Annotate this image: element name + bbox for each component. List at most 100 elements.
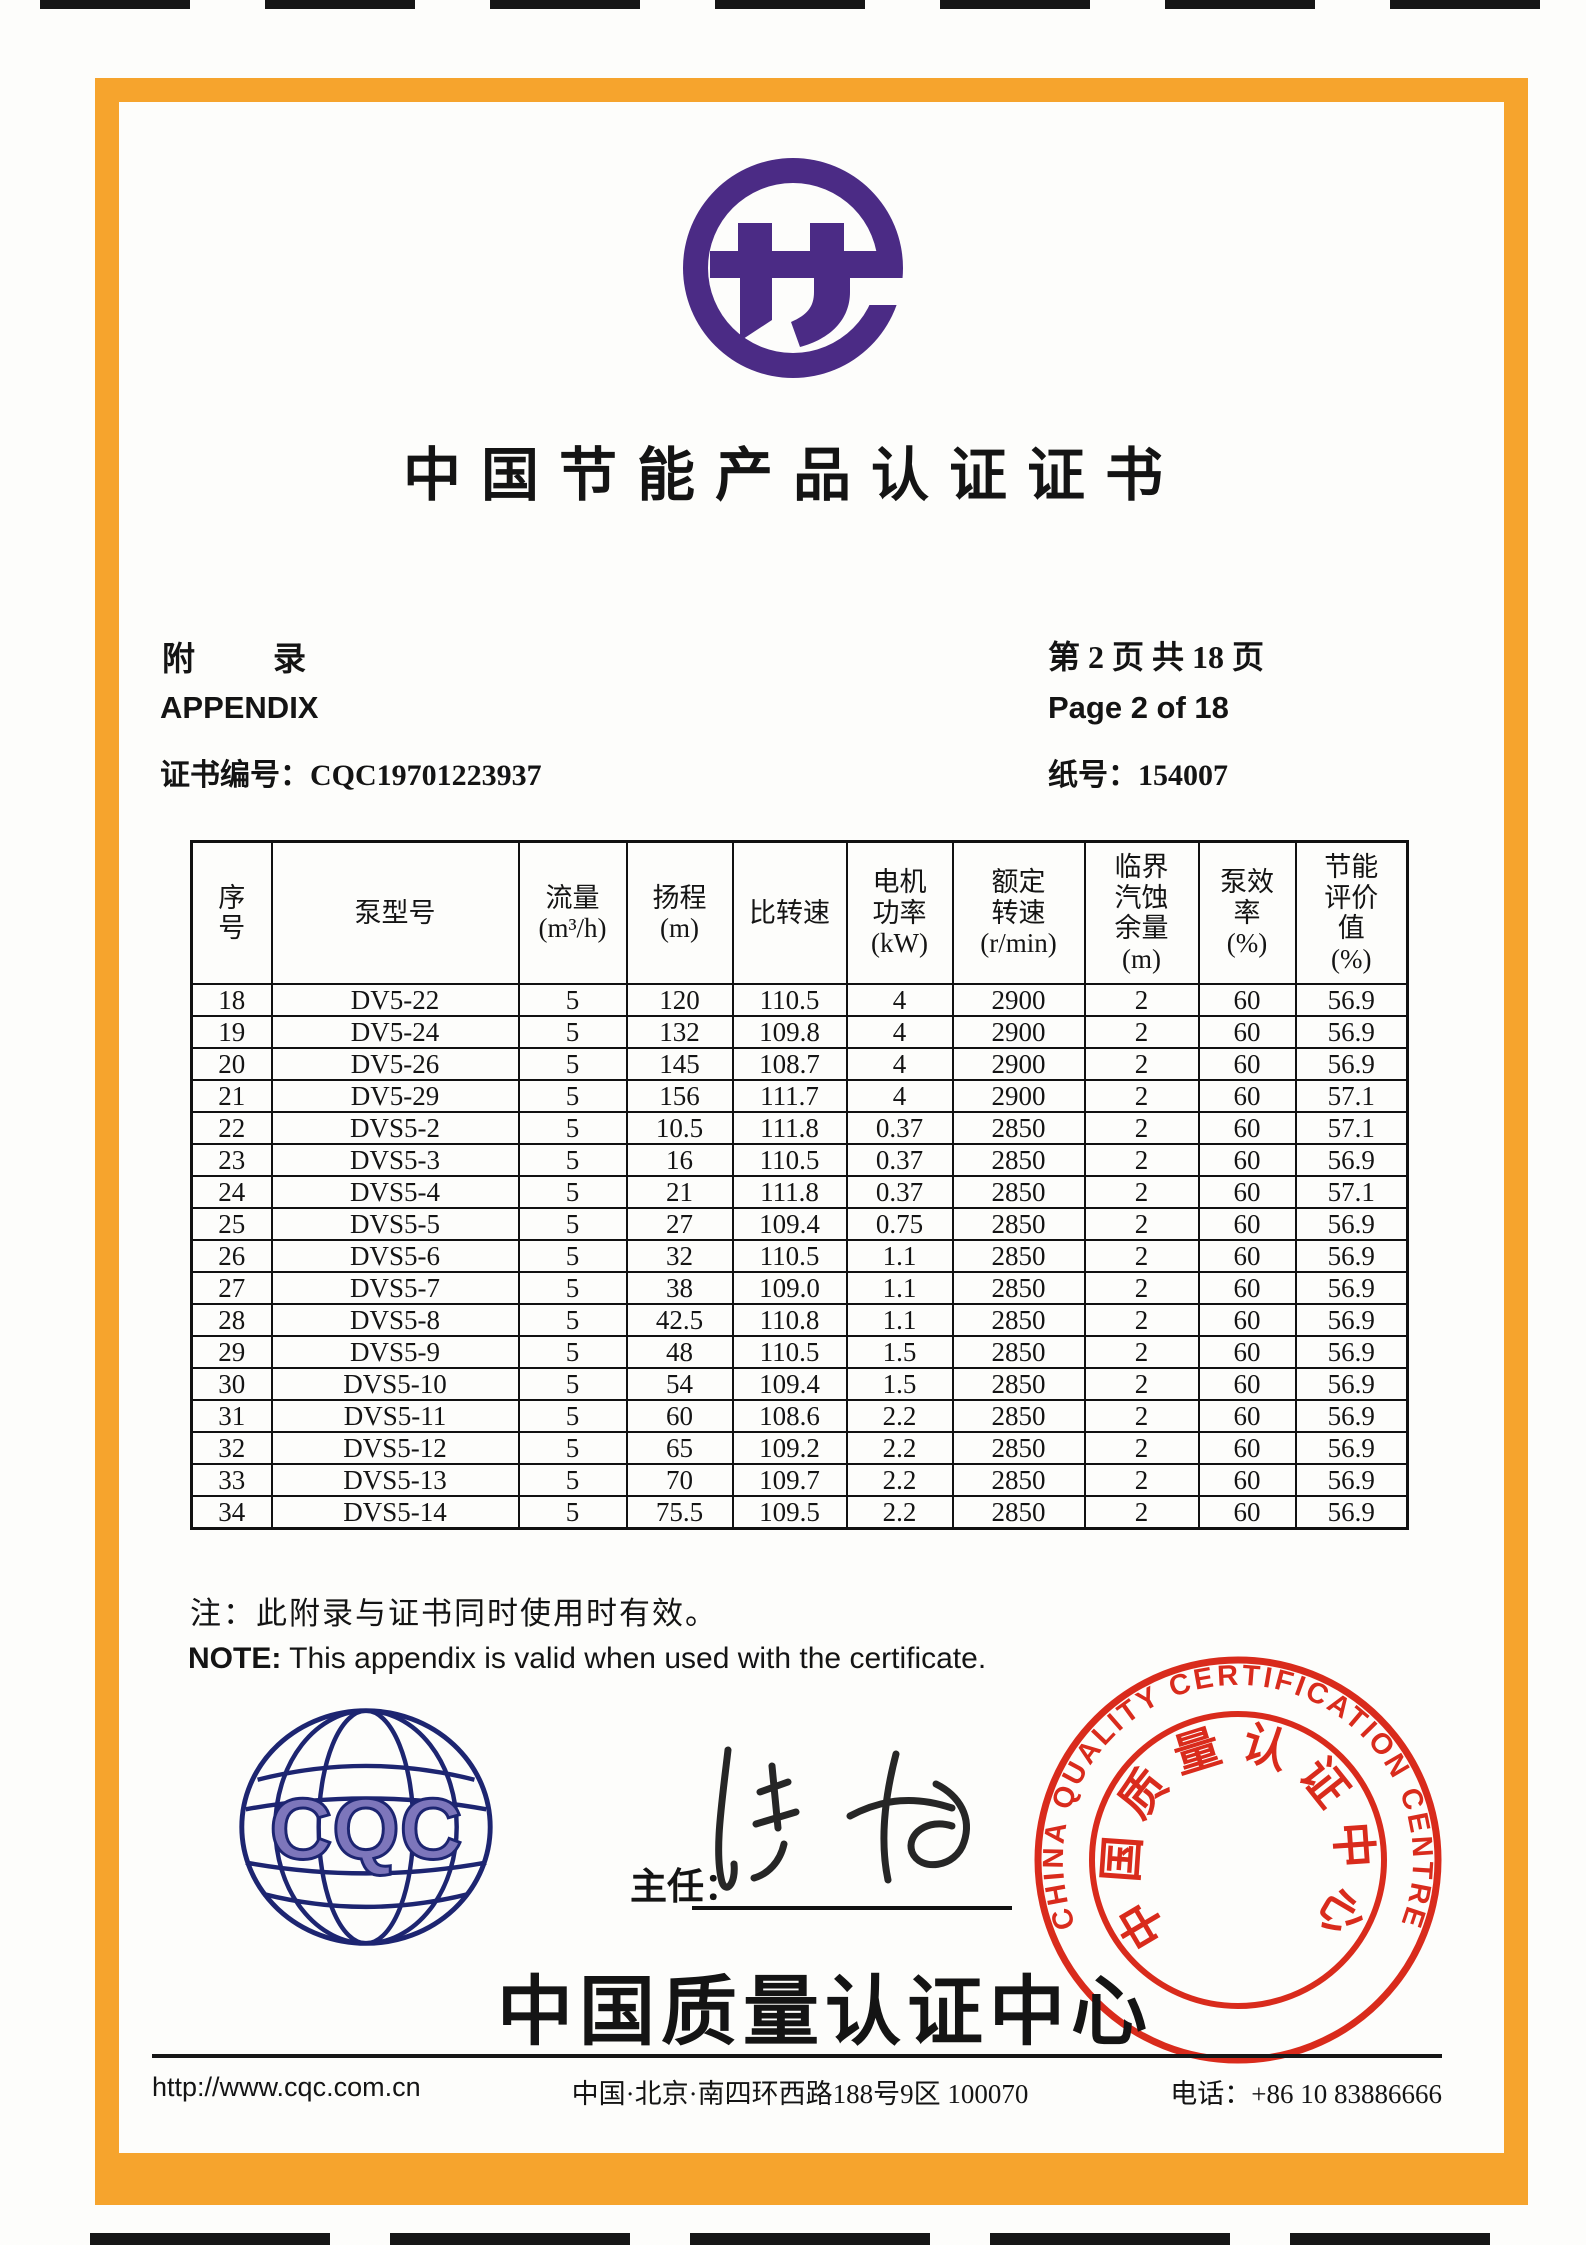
table-row: 19 DV5-24 5 132 109.8 4 2900 2 60 56.9 xyxy=(190,1015,1409,1049)
table-cell: 110.5 xyxy=(731,1143,848,1177)
table-cell: 5 xyxy=(517,1367,628,1401)
table-cell: 56.9 xyxy=(1294,1431,1409,1465)
column-header: 序号 xyxy=(190,840,273,985)
table-cell: 2.2 xyxy=(845,1463,954,1497)
column-header: 泵效率 (%) xyxy=(1197,840,1297,985)
table-cell: 60 xyxy=(1197,1431,1297,1465)
table-cell: DV5-26 xyxy=(270,1047,520,1081)
table-cell: 5 xyxy=(517,1303,628,1337)
table-cell: 2850 xyxy=(951,1431,1086,1465)
table-cell: 2850 xyxy=(951,1207,1086,1241)
table-cell: 4 xyxy=(845,983,954,1017)
table-cell: 2850 xyxy=(951,1463,1086,1497)
table-cell: 5 xyxy=(517,1335,628,1369)
table-cell: 57.1 xyxy=(1294,1079,1409,1113)
table-cell: 2 xyxy=(1083,1079,1200,1113)
table-cell: DV5-22 xyxy=(270,983,520,1017)
table-cell: 5 xyxy=(517,1495,628,1530)
table-cell: 132 xyxy=(625,1015,734,1049)
table-cell: 108.7 xyxy=(731,1047,848,1081)
table-cell: 5 xyxy=(517,1079,628,1113)
table-cell: 60 xyxy=(1197,1079,1297,1113)
table-cell: 108.6 xyxy=(731,1399,848,1433)
table-cell: 56.9 xyxy=(1294,1303,1409,1337)
column-header: 额定 转速 (r/min) xyxy=(951,840,1086,985)
table-row: 34 DVS5-14 5 75.5 109.5 2.2 2850 2 60 56.9 xyxy=(190,1495,1409,1530)
table-cell: 33 xyxy=(190,1463,273,1497)
column-header: 比转速 xyxy=(731,840,848,985)
table-row: 20 DV5-26 5 145 108.7 4 2900 2 60 56.9 xyxy=(190,1047,1409,1081)
table-cell: 21 xyxy=(190,1079,273,1113)
footer-phone-label: 电话： xyxy=(1170,2079,1252,2109)
table-cell: 5 xyxy=(517,983,628,1017)
table-cell: 5 xyxy=(517,1015,628,1049)
table-cell: 2 xyxy=(1083,1495,1200,1530)
table-cell: 70 xyxy=(625,1463,734,1497)
table-cell: 120 xyxy=(625,983,734,1017)
table-cell: 56.9 xyxy=(1294,1047,1409,1081)
table-cell: 60 xyxy=(1197,1239,1297,1273)
table-cell: 56.9 xyxy=(1294,1335,1409,1369)
table-cell: 26 xyxy=(190,1239,273,1273)
table-cell: 5 xyxy=(517,1463,628,1497)
table-cell: 2 xyxy=(1083,1271,1200,1305)
table-cell: 109.2 xyxy=(731,1431,848,1465)
appendix-label-en: APPENDIX xyxy=(160,690,319,725)
scan-artifact-bottom xyxy=(90,2233,1490,2245)
table-cell: 56.9 xyxy=(1294,1271,1409,1305)
table-cell: 2 xyxy=(1083,1047,1200,1081)
table-cell: 75.5 xyxy=(625,1495,734,1530)
table-cell: 60 xyxy=(1197,1335,1297,1369)
table-cell: 5 xyxy=(517,1239,628,1273)
certificate-number-line: 证书编号：CQC19701223937 xyxy=(160,750,542,794)
table-cell: 54 xyxy=(625,1367,734,1401)
table-cell: 2850 xyxy=(951,1271,1086,1305)
table-cell: 56.9 xyxy=(1294,1239,1409,1273)
table-cell: 111.8 xyxy=(731,1175,848,1209)
table-cell: DVS5-4 xyxy=(270,1175,520,1209)
table-row: 30 DVS5-10 5 54 109.4 1.5 2850 2 60 56.9 xyxy=(190,1367,1409,1401)
footer-phone: 电话：+86 10 83886666 xyxy=(1100,2072,1442,2111)
table-row: 33 DVS5-13 5 70 109.7 2.2 2850 2 60 56.9 xyxy=(190,1463,1409,1497)
table-cell: 110.5 xyxy=(731,983,848,1017)
paper-number: 154007 xyxy=(1138,759,1228,792)
table-cell: 2850 xyxy=(951,1495,1086,1530)
table-cell: 60 xyxy=(1197,1143,1297,1177)
table-cell: 5 xyxy=(517,1399,628,1433)
paper-number-label: 纸号： xyxy=(1048,759,1138,792)
table-cell: 5 xyxy=(517,1111,628,1145)
table-cell: 109.8 xyxy=(731,1015,848,1049)
table-cell: DVS5-6 xyxy=(270,1239,520,1273)
table-cell: DVS5-13 xyxy=(270,1463,520,1497)
table-cell: 109.7 xyxy=(731,1463,848,1497)
red-certification-stamp: CHINA QUALITY CERTIFICATION CENTRE 中国质量认… xyxy=(1034,1656,1442,2064)
table-cell: 1.1 xyxy=(845,1303,954,1337)
table-cell: 60 xyxy=(1197,1367,1297,1401)
table-cell: 42.5 xyxy=(625,1303,734,1337)
table-cell: 2 xyxy=(1083,1015,1200,1049)
table-cell: 56.9 xyxy=(1294,983,1409,1017)
table-row: 25 DVS5-5 5 27 109.4 0.75 2850 2 60 56.9 xyxy=(190,1207,1409,1241)
column-header: 节能 评价值 (%) xyxy=(1294,840,1409,985)
table-cell: 109.4 xyxy=(731,1207,848,1241)
table-cell: 2850 xyxy=(951,1399,1086,1433)
note-en: NOTE: This appendix is valid when used w… xyxy=(188,1642,986,1676)
table-row: 26 DVS5-6 5 32 110.5 1.1 2850 2 60 56.9 xyxy=(190,1239,1409,1273)
table-cell: 60 xyxy=(1197,1463,1297,1497)
table-cell: 60 xyxy=(1197,1015,1297,1049)
table-cell: 2 xyxy=(1083,1431,1200,1465)
column-header: 泵型号 xyxy=(270,840,520,985)
column-header: 流量 (m³/h) xyxy=(517,840,628,985)
table-cell: 2850 xyxy=(951,1111,1086,1145)
table-cell: 2 xyxy=(1083,1303,1200,1337)
table-cell: 2 xyxy=(1083,1335,1200,1369)
table-row: 23 DVS5-3 5 16 110.5 0.37 2850 2 60 56.9 xyxy=(190,1143,1409,1177)
table-row: 29 DVS5-9 5 48 110.5 1.5 2850 2 60 56.9 xyxy=(190,1335,1409,1369)
table-cell: 56.9 xyxy=(1294,1015,1409,1049)
table-cell: DVS5-9 xyxy=(270,1335,520,1369)
table-cell: 2 xyxy=(1083,1143,1200,1177)
table-cell: 2850 xyxy=(951,1335,1086,1369)
column-header: 电机 功率 (kW) xyxy=(845,840,954,985)
table-cell: 110.8 xyxy=(731,1303,848,1337)
table-cell: 20 xyxy=(190,1047,273,1081)
